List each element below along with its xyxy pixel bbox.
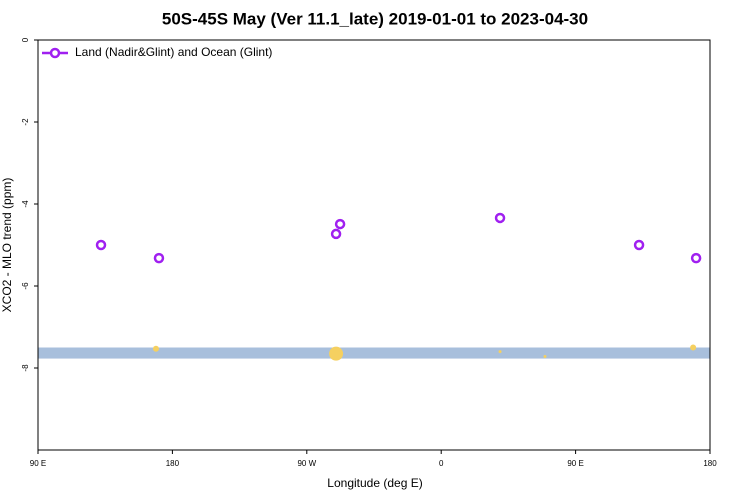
highlight-marker <box>498 350 502 354</box>
data-point <box>153 252 165 264</box>
legend-label: Land (Nadir&Glint) and Ocean (Glint) <box>75 45 272 59</box>
highlight-marker <box>690 344 697 351</box>
data-point <box>690 252 702 264</box>
data-point <box>330 228 342 240</box>
y-tick-label: -2 <box>21 118 30 126</box>
y-tick-label: 0 <box>21 37 30 42</box>
band <box>38 347 710 359</box>
data-point <box>633 239 645 251</box>
x-tick-label: 90 E <box>30 459 46 468</box>
highlight-marker <box>543 355 547 359</box>
y-tick-label: -8 <box>21 364 30 372</box>
x-tick-label: 90 E <box>567 459 583 468</box>
x-tick-label: 90 W <box>297 459 316 468</box>
plot-frame <box>37 39 711 451</box>
highlight-marker <box>152 345 159 352</box>
data-point <box>334 218 346 230</box>
highlight-marker <box>329 346 344 361</box>
x-tick-label: 180 <box>166 459 180 468</box>
y-tick-label: -4 <box>21 200 30 208</box>
y-tick-label: -6 <box>21 282 30 290</box>
legend-marker <box>49 47 61 59</box>
x-tick-label: 180 <box>703 459 717 468</box>
chart-title: 50S-45S May (Ver 11.1_late) 2019-01-01 t… <box>162 9 588 28</box>
x-tick-label: 0 <box>439 459 444 468</box>
x-axis-label: Longitude (deg E) <box>327 476 422 490</box>
data-point <box>95 239 107 251</box>
y-axis-label: XCO2 - MLO trend (ppm) <box>0 178 14 313</box>
data-point <box>494 212 506 224</box>
